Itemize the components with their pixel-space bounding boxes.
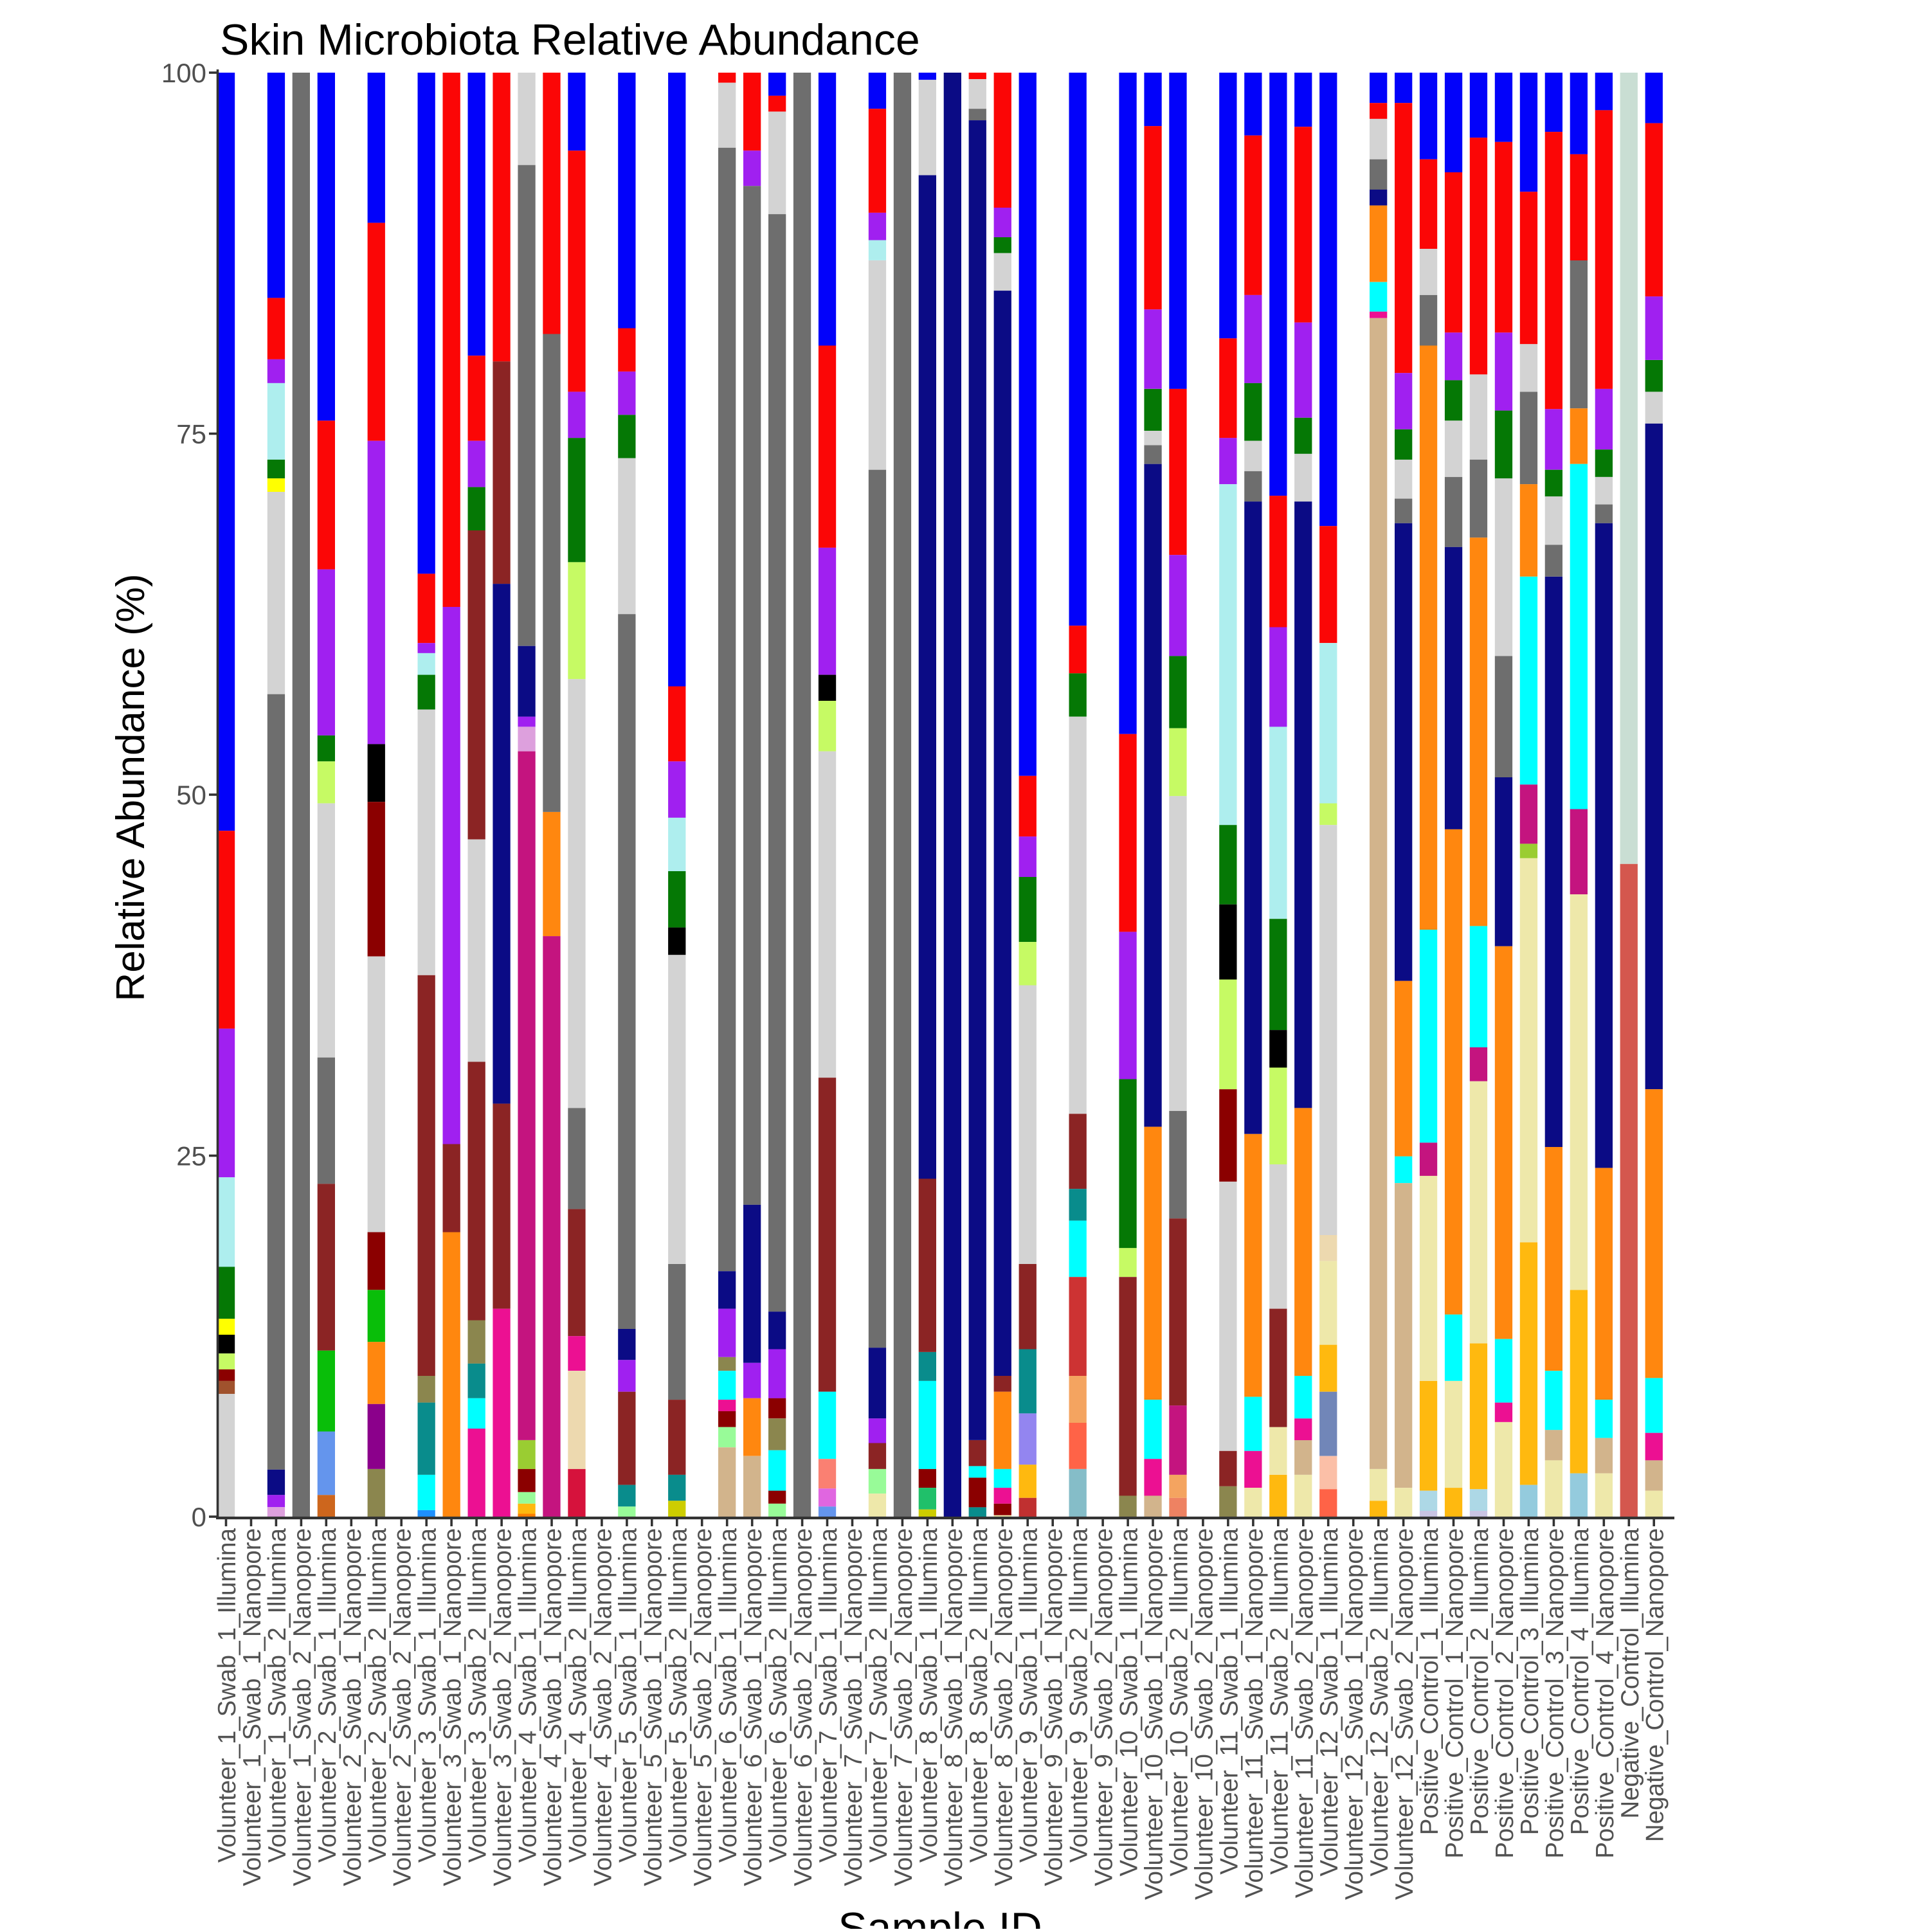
svg-text:Volunteer_5_Swab_2_Illumina: Volunteer_5_Swab_2_Illumina (664, 1528, 692, 1863)
svg-text:Positive_Control_3_Nanopore: Positive_Control_3_Nanopore (1541, 1528, 1569, 1859)
svg-text:Volunteer_8_Swab_1_Nanopore: Volunteer_8_Swab_1_Nanopore (940, 1528, 968, 1886)
svg-text:Volunteer_9_Swab_1_Illumina: Volunteer_9_Swab_1_Illumina (1015, 1528, 1043, 1863)
svg-text:Skin Microbiota Relative Abund: Skin Microbiota Relative Abundance (220, 15, 920, 64)
svg-text:Relative Abundance (%): Relative Abundance (%) (109, 573, 153, 1001)
svg-text:Volunteer_11_Swab_2_Nanopore: Volunteer_11_Swab_2_Nanopore (1291, 1528, 1318, 1898)
svg-text:Volunteer_4_Swab_2_Illumina: Volunteer_4_Swab_2_Illumina (564, 1528, 592, 1863)
svg-text:Volunteer_6_Swab_2_Nanopore: Volunteer_6_Swab_2_Nanopore (790, 1528, 817, 1886)
svg-text:Volunteer_4_Swab_2_Nanopore: Volunteer_4_Swab_2_Nanopore (589, 1528, 617, 1886)
svg-text:Positive_Control_1_Nanopore: Positive_Control_1_Nanopore (1441, 1528, 1469, 1859)
svg-text:Volunteer_1_Swab_1_Illumina: Volunteer_1_Swab_1_Illumina (213, 1528, 241, 1863)
svg-text:100: 100 (161, 58, 206, 88)
svg-text:Volunteer_2_Swab_1_Nanopore: Volunteer_2_Swab_1_Nanopore (339, 1528, 367, 1886)
svg-text:Volunteer_6_Swab_1_Nanopore: Volunteer_6_Swab_1_Nanopore (739, 1528, 767, 1886)
svg-text:Volunteer_1_Swab_1_Nanopore: Volunteer_1_Swab_1_Nanopore (239, 1528, 266, 1886)
svg-text:Volunteer_5_Swab_2_Nanopore: Volunteer_5_Swab_2_Nanopore (689, 1528, 717, 1886)
svg-text:Volunteer_6_Swab_1_Illumina: Volunteer_6_Swab_1_Illumina (714, 1528, 742, 1863)
svg-text:25: 25 (176, 1141, 206, 1171)
svg-text:75: 75 (176, 419, 206, 449)
svg-text:Volunteer_9_Swab_2_Nanopore: Volunteer_9_Swab_2_Nanopore (1091, 1528, 1118, 1886)
svg-text:Volunteer_2_Swab_2_Illumina: Volunteer_2_Swab_2_Illumina (364, 1528, 392, 1863)
svg-text:Volunteer_7_Swab_2_Illumina: Volunteer_7_Swab_2_Illumina (865, 1528, 892, 1863)
svg-text:Positive_Control_4_Illumina: Positive_Control_4_Illumina (1566, 1528, 1594, 1835)
svg-text:Volunteer_8_Swab_2_Illumina: Volunteer_8_Swab_2_Illumina (965, 1528, 993, 1863)
svg-text:Positive_Control_4_Nanopore: Positive_Control_4_Nanopore (1591, 1528, 1619, 1859)
svg-text:Negative_Control_Nanopore: Negative_Control_Nanopore (1642, 1528, 1669, 1842)
svg-text:Volunteer_2_Swab_1_Illumina: Volunteer_2_Swab_1_Illumina (314, 1528, 341, 1863)
svg-text:Volunteer_8_Swab_1_Illumina: Volunteer_8_Swab_1_Illumina (915, 1528, 943, 1863)
svg-text:Volunteer_11_Swab_1_Nanopore: Volunteer_11_Swab_1_Nanopore (1240, 1528, 1268, 1898)
svg-text:Volunteer_1_Swab_2_Illumina: Volunteer_1_Swab_2_Illumina (264, 1528, 291, 1863)
svg-text:Volunteer_6_Swab_2_Illumina: Volunteer_6_Swab_2_Illumina (765, 1528, 792, 1863)
svg-text:Volunteer_12_Swab_1_Nanopore: Volunteer_12_Swab_1_Nanopore (1341, 1528, 1368, 1900)
svg-text:Positive_Control_2_Nanopore: Positive_Control_2_Nanopore (1491, 1528, 1519, 1859)
svg-text:Volunteer_3_Swab_1_Illumina: Volunteer_3_Swab_1_Illumina (414, 1528, 442, 1863)
svg-text:50: 50 (176, 780, 206, 810)
svg-text:Volunteer_10_Swab_1_Illumina: Volunteer_10_Swab_1_Illumina (1116, 1528, 1143, 1876)
svg-text:Volunteer_3_Swab_1_Nanopore: Volunteer_3_Swab_1_Nanopore (439, 1528, 467, 1886)
svg-text:Negative_Control_Illumina: Negative_Control_Illumina (1617, 1528, 1644, 1818)
svg-text:Volunteer_12_Swab_2_Illumina: Volunteer_12_Swab_2_Illumina (1366, 1528, 1393, 1876)
svg-text:Volunteer_12_Swab_1_Illumina: Volunteer_12_Swab_1_Illumina (1316, 1528, 1343, 1876)
svg-text:Positive_Control_1_Illumina: Positive_Control_1_Illumina (1416, 1528, 1444, 1835)
svg-text:Volunteer_5_Swab_1_Illumina: Volunteer_5_Swab_1_Illumina (614, 1528, 642, 1863)
svg-text:Volunteer_4_Swab_1_Nanopore: Volunteer_4_Swab_1_Nanopore (539, 1528, 567, 1886)
svg-text:Volunteer_10_Swab_2_Illumina: Volunteer_10_Swab_2_Illumina (1166, 1528, 1193, 1876)
svg-text:Volunteer_11_Swab_1_Illumina: Volunteer_11_Swab_1_Illumina (1215, 1528, 1243, 1874)
svg-text:Volunteer_3_Swab_2_Nanopore: Volunteer_3_Swab_2_Nanopore (489, 1528, 517, 1886)
svg-text:Volunteer_10_Swab_2_Nanopore: Volunteer_10_Swab_2_Nanopore (1190, 1528, 1218, 1900)
svg-text:Volunteer_9_Swab_2_Illumina: Volunteer_9_Swab_2_Illumina (1065, 1528, 1093, 1863)
svg-text:Volunteer_7_Swab_2_Nanopore: Volunteer_7_Swab_2_Nanopore (890, 1528, 918, 1886)
svg-text:Volunteer_12_Swab_2_Nanopore: Volunteer_12_Swab_2_Nanopore (1391, 1528, 1418, 1900)
svg-text:Volunteer_7_Swab_1_Nanopore: Volunteer_7_Swab_1_Nanopore (840, 1528, 867, 1886)
svg-text:Volunteer_7_Swab_1_Illumina: Volunteer_7_Swab_1_Illumina (815, 1528, 842, 1863)
svg-text:Positive_Control_3_Illumina: Positive_Control_3_Illumina (1516, 1528, 1544, 1835)
svg-text:Volunteer_10_Swab_1_Nanopore: Volunteer_10_Swab_1_Nanopore (1141, 1528, 1168, 1900)
svg-text:Sample ID: Sample ID (838, 1904, 1042, 1929)
svg-text:Volunteer_1_Swab_2_Nanopore: Volunteer_1_Swab_2_Nanopore (289, 1528, 316, 1886)
svg-text:Volunteer_8_Swab_2_Nanopore: Volunteer_8_Swab_2_Nanopore (990, 1528, 1018, 1886)
svg-text:Volunteer_9_Swab_1_Nanopore: Volunteer_9_Swab_1_Nanopore (1040, 1528, 1068, 1886)
svg-text:Positive_Control_2_Illumina: Positive_Control_2_Illumina (1466, 1528, 1494, 1835)
svg-text:Volunteer_4_Swab_1_Illumina: Volunteer_4_Swab_1_Illumina (514, 1528, 542, 1863)
svg-text:Volunteer_5_Swab_1_Nanopore: Volunteer_5_Swab_1_Nanopore (639, 1528, 667, 1886)
svg-text:Volunteer_11_Swab_2_Illumina: Volunteer_11_Swab_2_Illumina (1265, 1528, 1293, 1874)
svg-text:Volunteer_2_Swab_2_Nanopore: Volunteer_2_Swab_2_Nanopore (389, 1528, 417, 1886)
svg-text:Volunteer_3_Swab_2_Illumina: Volunteer_3_Swab_2_Illumina (464, 1528, 492, 1863)
svg-text:0: 0 (192, 1502, 206, 1532)
